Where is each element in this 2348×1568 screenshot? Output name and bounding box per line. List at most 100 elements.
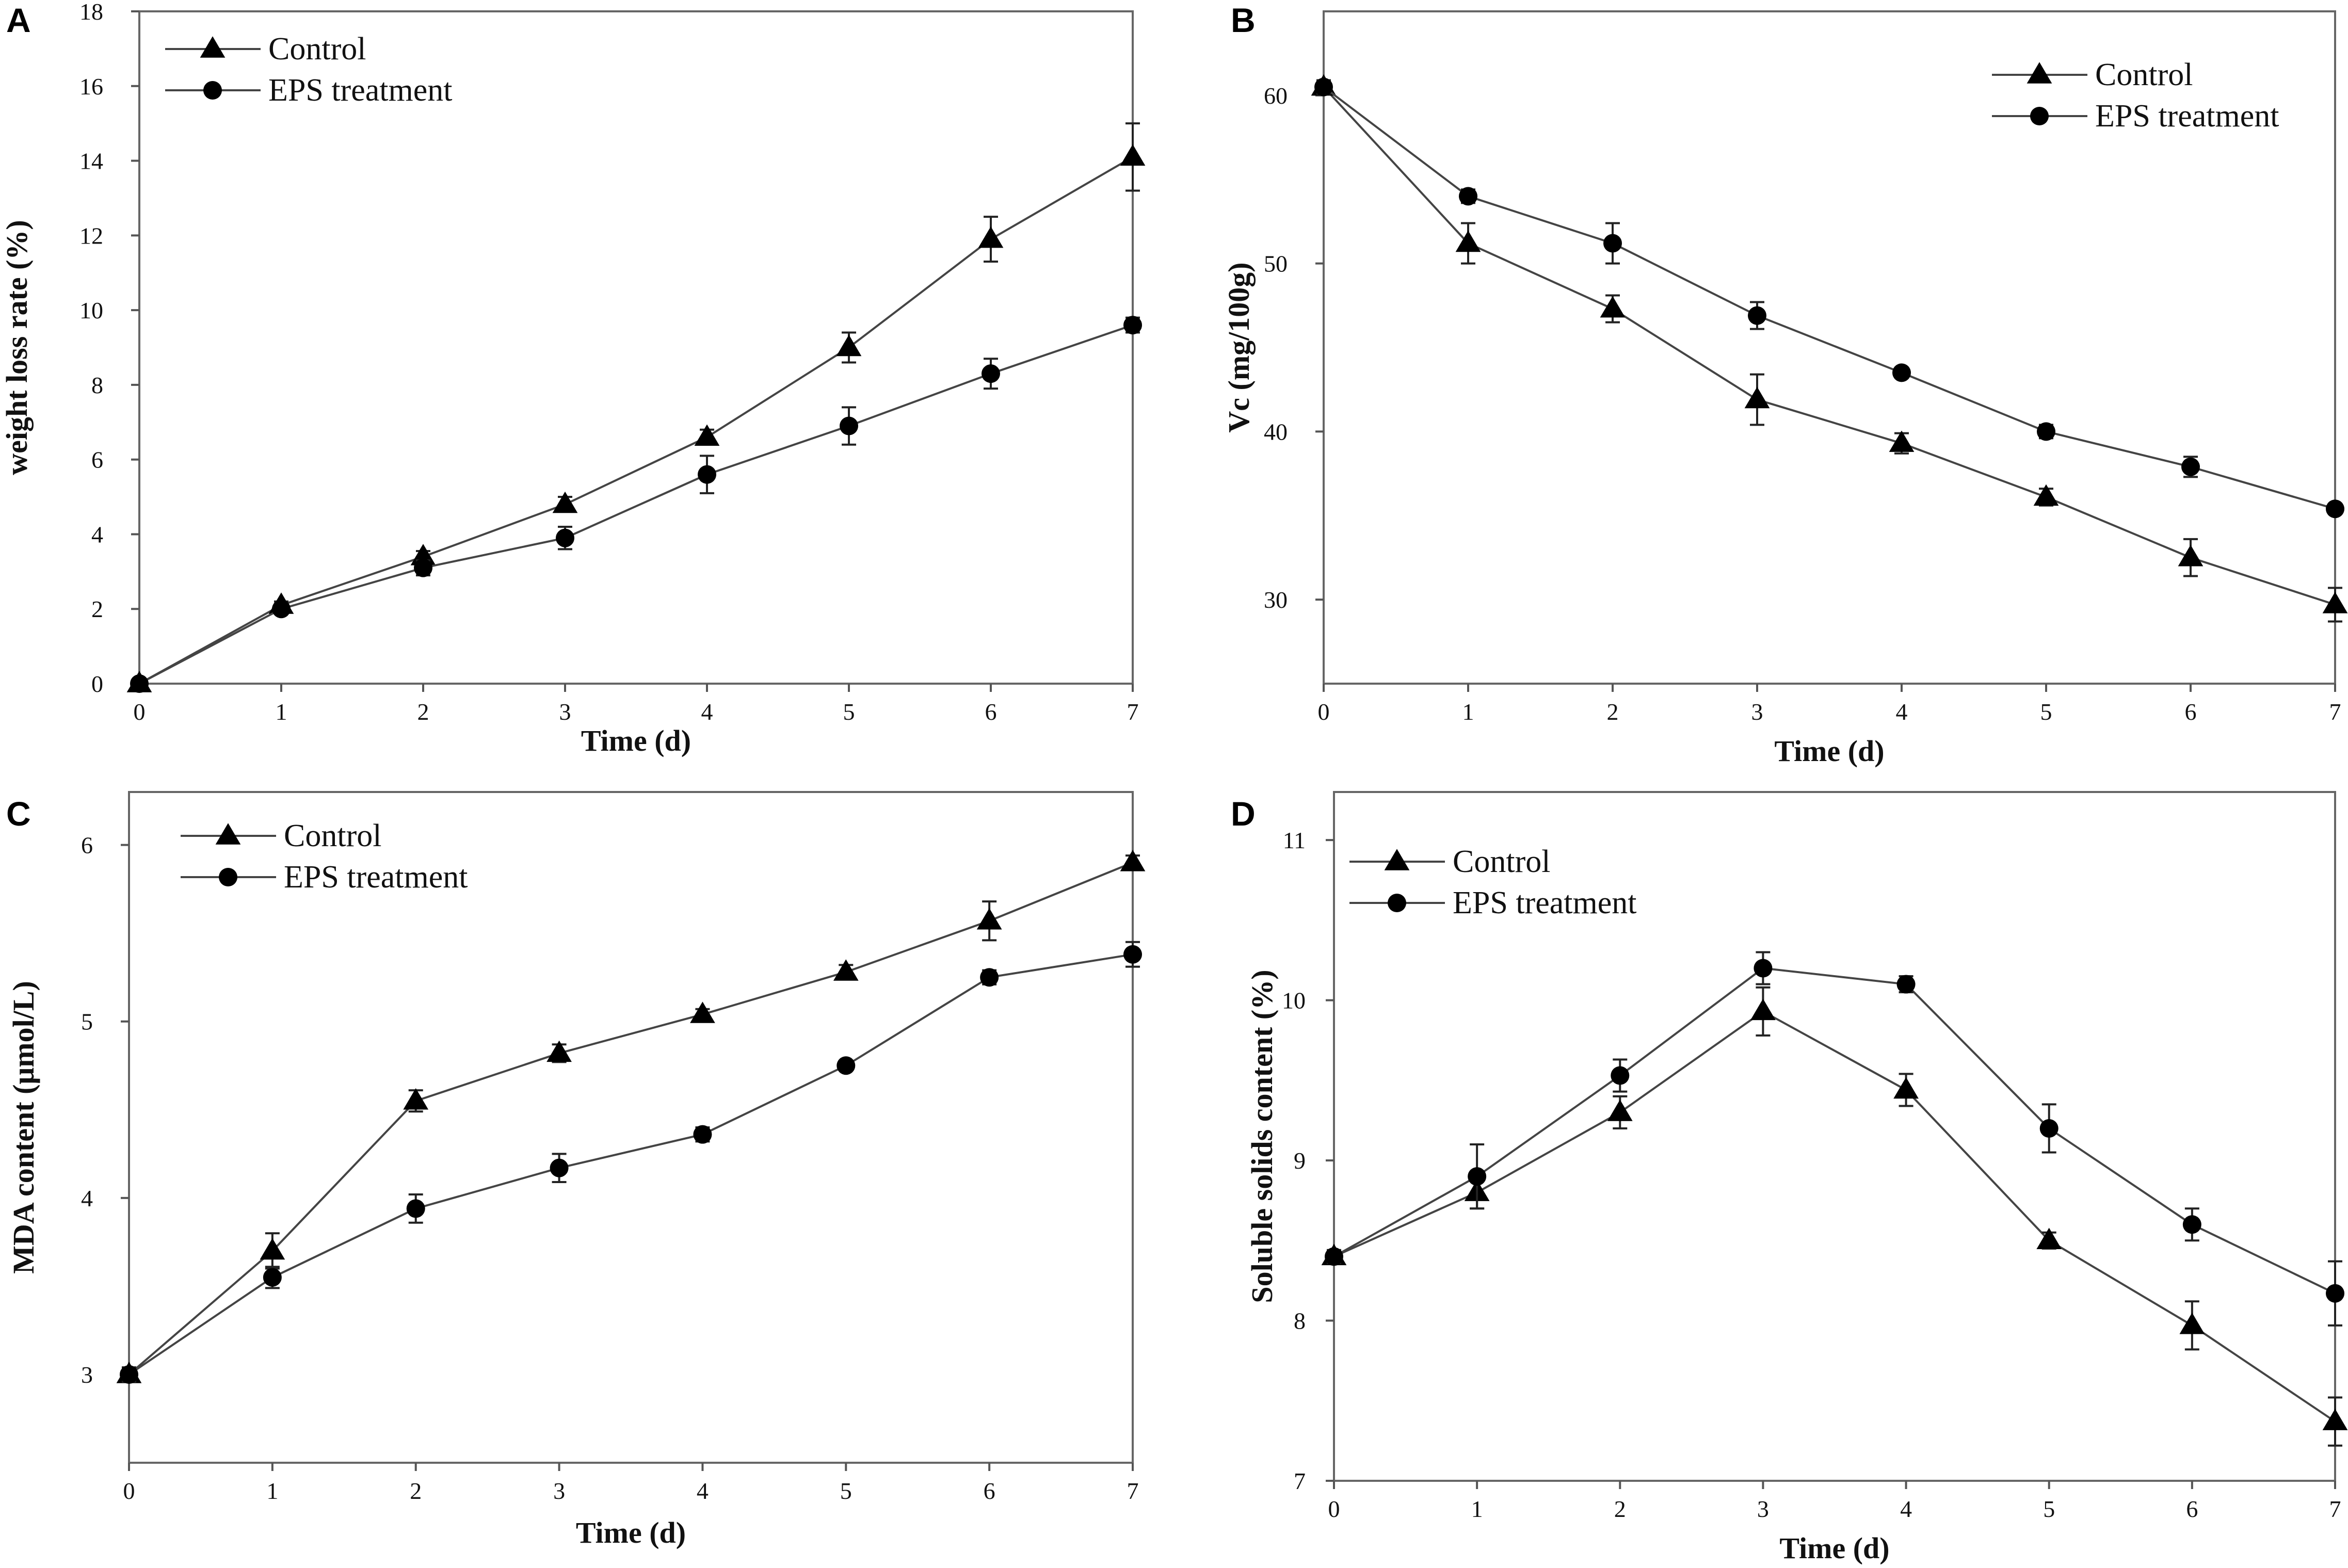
x-tick-label: 1 [1471, 1496, 1483, 1522]
y-axis-title: weight loss rate (%) [0, 220, 34, 475]
x-tick-label: 7 [2329, 1496, 2341, 1522]
legend-marker-circle [219, 868, 237, 886]
data-point-triangle [260, 1238, 285, 1260]
legend: Control EPS treatment [1992, 57, 2279, 134]
plot-frame [128, 791, 1134, 1464]
x-tick-label: 6 [984, 1478, 995, 1504]
y-tick-label: 0 [91, 671, 103, 697]
data-point-circle [2181, 457, 2200, 476]
x-axis-title: Time (d) [576, 1516, 686, 1549]
data-point-triangle [690, 1001, 715, 1023]
data-point-circle [693, 1125, 712, 1144]
legend-marker-triangle [200, 36, 226, 58]
data-point-triangle [1893, 1077, 1919, 1099]
data-point-triangle [1455, 230, 1481, 252]
data-point-circle [1748, 306, 1766, 325]
x-tick-label: 7 [2329, 699, 2341, 725]
x-tick-label: 0 [1318, 699, 1330, 725]
y-tick-label: 4 [91, 521, 103, 547]
series-line [1333, 967, 2336, 1295]
data-point-triangle [1120, 144, 1146, 166]
x-tick-label: 3 [553, 1478, 565, 1504]
data-point-circle [982, 364, 1000, 383]
y-tick-label: 11 [1283, 827, 1306, 853]
legend-marker-triangle [2027, 62, 2052, 84]
x-tick-label: 5 [843, 699, 855, 725]
x-tick-label: 7 [1127, 1478, 1139, 1504]
data-point-circle [414, 558, 432, 577]
y-tick-label: 30 [1264, 587, 1288, 613]
data-point-circle [980, 968, 999, 987]
x-tick-label: 4 [1900, 1496, 1912, 1522]
data-point-triangle [2322, 1409, 2348, 1430]
data-point-circle [550, 1158, 569, 1177]
y-tick-label: 10 [1282, 988, 1306, 1014]
y-tick-label: 8 [91, 372, 103, 398]
data-point-circle [2037, 422, 2055, 441]
legend: Control EPS treatment [181, 818, 468, 895]
y-tick-label: 18 [79, 0, 103, 25]
x-tick-label: 5 [840, 1478, 852, 1504]
legend-marker-circle [1388, 894, 1406, 912]
y-tick-label: 12 [79, 222, 103, 249]
legend-label: Control [1453, 844, 1550, 879]
series-line [139, 324, 1133, 685]
series-line [128, 861, 1133, 1376]
panel-letter: C [6, 795, 31, 833]
x-tick-label: 4 [701, 699, 713, 725]
data-point-circle [1314, 77, 1333, 96]
data-point-triangle [2322, 592, 2348, 613]
series-line [139, 156, 1134, 685]
x-tick-label: 1 [276, 699, 287, 725]
data-point-circle [406, 1199, 425, 1218]
series-line [1323, 86, 2336, 606]
x-tick-label: 4 [697, 1478, 709, 1504]
y-tick-label: 6 [91, 447, 103, 473]
x-tick-label: 1 [1462, 699, 1474, 725]
y-axis-title: MDA content (μmol/L) [7, 981, 40, 1274]
data-point-triangle [976, 908, 1002, 930]
data-point-circle [120, 1365, 138, 1384]
data-point-circle [1123, 945, 1142, 964]
x-tick-label: 0 [134, 699, 146, 725]
data-point-circle [1603, 234, 1622, 253]
data-point-triangle [1889, 430, 1915, 452]
series-line [1333, 1010, 2336, 1422]
panel-letter: A [6, 1, 31, 39]
x-tick-label: 1 [266, 1478, 278, 1504]
legend-label: EPS treatment [1453, 885, 1636, 920]
data-point-circle [1611, 1066, 1630, 1085]
data-point-triangle [694, 424, 720, 446]
series-eps-treatment [130, 316, 1142, 693]
x-tick-label: 4 [1896, 699, 1908, 725]
legend-marker-circle [2030, 107, 2049, 125]
series-eps-treatment [1314, 77, 2344, 519]
data-point-triangle [1744, 386, 1770, 409]
x-tick-label: 5 [2040, 699, 2052, 725]
series-control [1311, 74, 2348, 623]
y-tick-label: 3 [81, 1362, 93, 1388]
data-point-circle [1754, 959, 1773, 978]
data-point-circle [2326, 1284, 2344, 1303]
x-tick-label: 6 [2185, 699, 2197, 725]
legend-label: Control [284, 818, 381, 853]
data-point-circle [1459, 187, 1477, 206]
data-point-triangle [1750, 998, 1776, 1021]
legend-marker-circle [203, 81, 222, 100]
data-point-circle [1468, 1167, 1487, 1186]
series-eps-treatment [120, 941, 1142, 1384]
panel-c: C 0 1 2 3 4 5 6 7 3 4 5 6 Time (d) MDA content (μmol/L… [6, 791, 1146, 1549]
legend-marker-triangle [1384, 849, 1410, 870]
data-point-circle [2326, 499, 2344, 519]
y-axis-title: Soluble solids content (%) [1245, 969, 1279, 1303]
x-axis-title: Time (d) [1779, 1531, 1889, 1565]
x-tick-label: 2 [417, 699, 429, 725]
data-point-triangle [403, 1088, 429, 1110]
data-point-circle [130, 674, 149, 693]
x-tick-label: 2 [410, 1478, 422, 1504]
x-axis-title: Time (d) [1774, 734, 1884, 768]
x-tick-label: 3 [1757, 1496, 1769, 1522]
data-point-triangle [2033, 484, 2059, 506]
y-tick-label: 14 [79, 148, 103, 174]
